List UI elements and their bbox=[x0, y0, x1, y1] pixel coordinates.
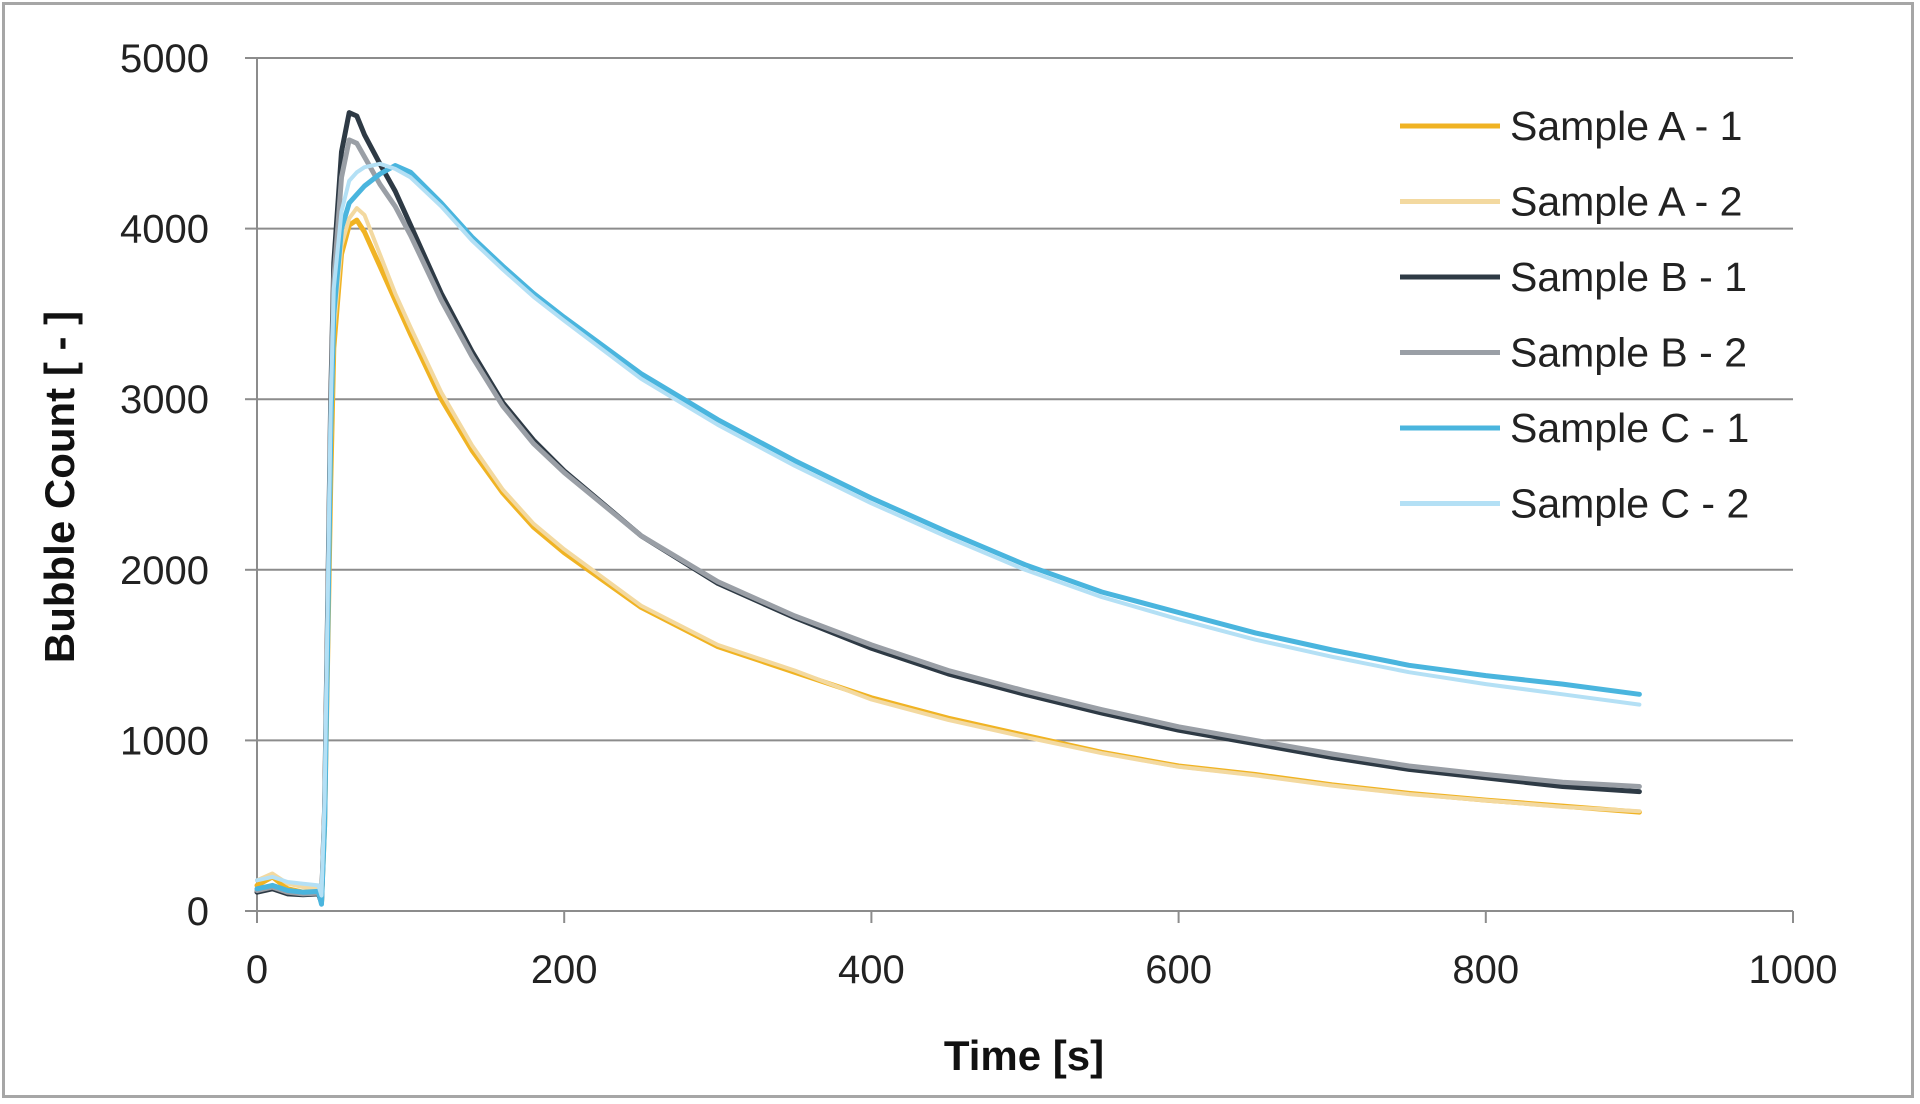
y-tick-label: 1000 bbox=[120, 719, 209, 763]
legend-label: Sample B - 1 bbox=[1510, 254, 1747, 300]
legend-label: Sample A - 1 bbox=[1510, 103, 1742, 149]
legend-label: Sample C - 2 bbox=[1510, 481, 1749, 527]
series-lines bbox=[254, 110, 1642, 907]
series-line-sample-b-2 bbox=[254, 137, 1642, 904]
series-line-sample-c-2 bbox=[255, 161, 1642, 898]
x-tick-label: 600 bbox=[1145, 948, 1212, 992]
y-tick-label: 2000 bbox=[120, 549, 209, 593]
legend-label: Sample B - 2 bbox=[1510, 330, 1747, 376]
y-tick-label: 0 bbox=[187, 890, 209, 934]
x-axis-title: Time [s] bbox=[944, 1032, 1104, 1079]
y-tick-label: 4000 bbox=[120, 208, 209, 252]
series-line-sample-a-1 bbox=[254, 217, 1642, 905]
x-tick-label: 400 bbox=[838, 948, 905, 992]
x-tick-label: 1000 bbox=[1749, 948, 1838, 992]
legend-label: Sample C - 1 bbox=[1510, 405, 1749, 451]
y-tick-label: 5000 bbox=[120, 37, 209, 81]
x-tick-label: 0 bbox=[246, 948, 268, 992]
x-tick-label: 200 bbox=[531, 948, 598, 992]
x-tick-label: 800 bbox=[1452, 948, 1519, 992]
legend: Sample A - 1 Sample A - 2 Sample B - 1 Samp… bbox=[1400, 103, 1749, 527]
gridlines bbox=[257, 57, 1793, 742]
axes: 0 1000 2000 3000 4000 5000 0 200 400 600 800 1000 bbox=[120, 37, 1837, 992]
y-axis-title: Bubble Count [ - ] bbox=[36, 311, 83, 663]
y-tick-label: 3000 bbox=[120, 378, 209, 422]
legend-label: Sample A - 2 bbox=[1510, 179, 1742, 225]
